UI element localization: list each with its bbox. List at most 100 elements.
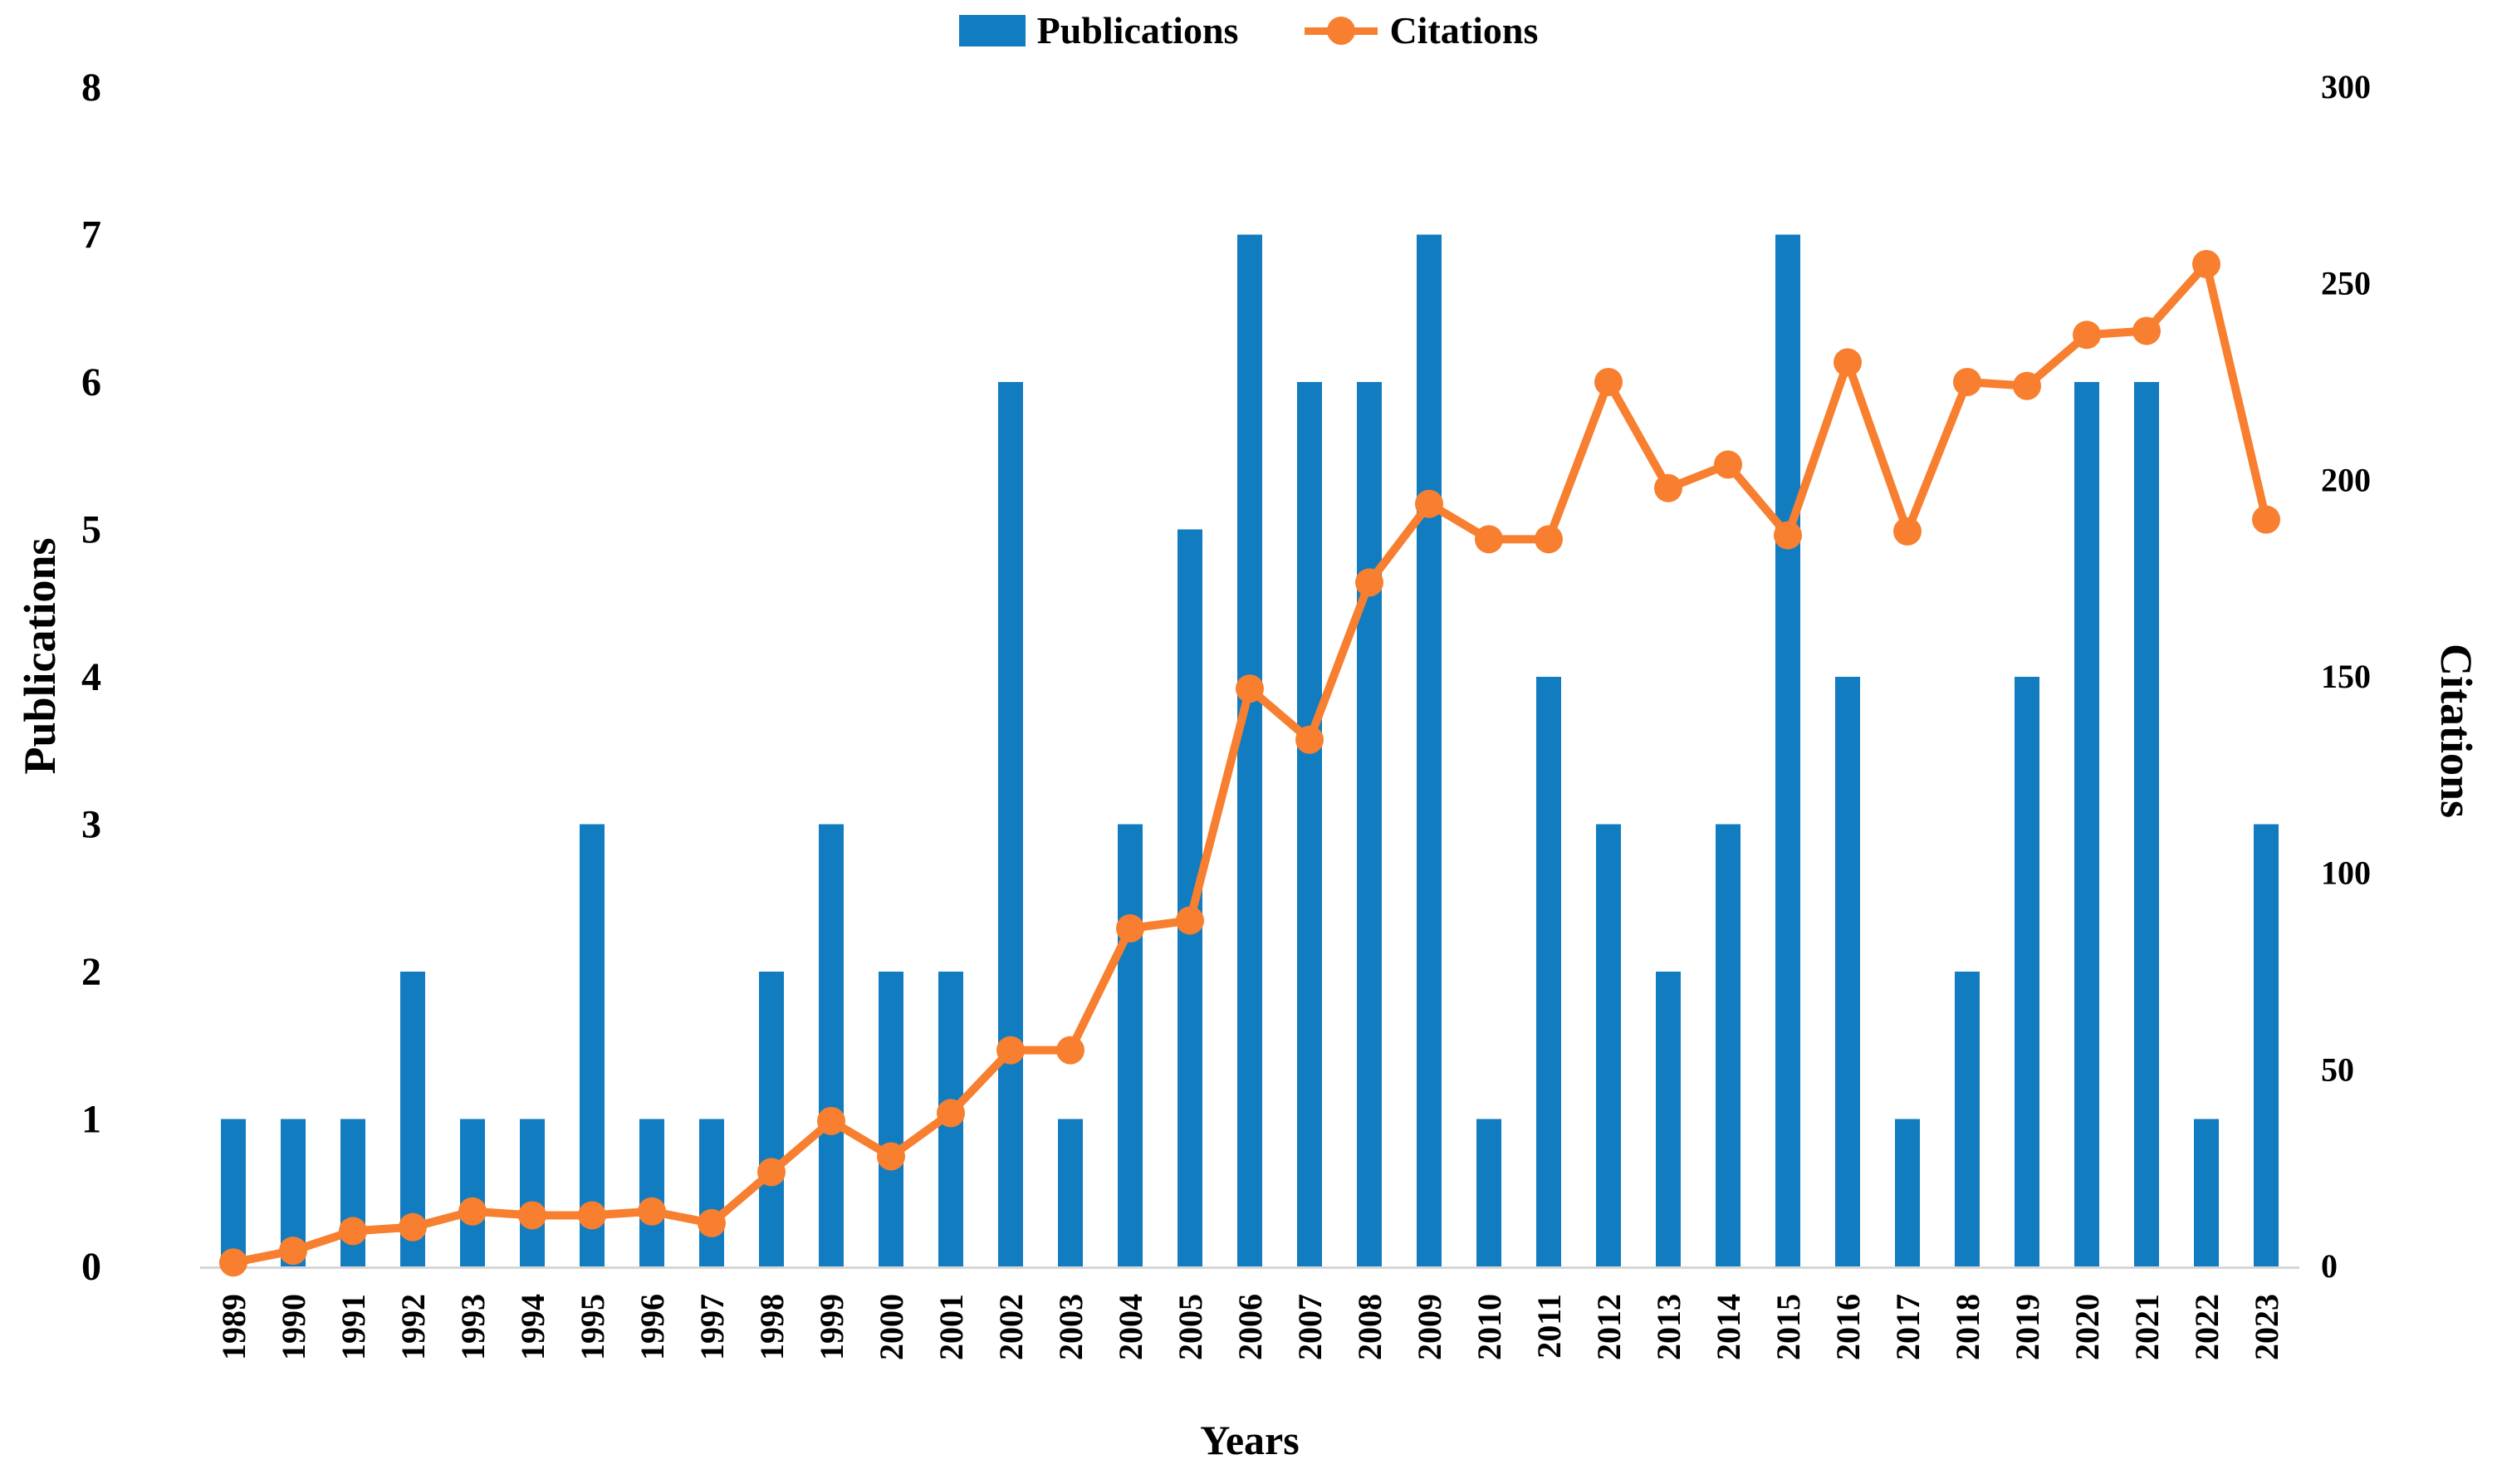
citations-point-2007 <box>1295 725 1324 754</box>
publications-bar-2012 <box>1596 824 1621 1266</box>
legend: Publications Citations <box>0 8 2497 52</box>
publications-bar-1999 <box>819 824 844 1266</box>
citations-point-2000 <box>877 1142 905 1171</box>
citations-point-2014 <box>1714 450 1742 479</box>
x-axis-tick-1993: 1993 <box>454 1294 492 1360</box>
legend-publications-label: Publications <box>1036 9 1239 51</box>
x-axis-tick-2011: 2011 <box>1530 1294 1568 1359</box>
citations-point-1989 <box>219 1248 247 1277</box>
citations-point-2009 <box>1415 489 1443 518</box>
right-axis-tick-0: 0 <box>2321 1247 2338 1285</box>
citations-point-2015 <box>1774 521 1802 550</box>
citations-point-1991 <box>339 1217 367 1246</box>
citations-point-1998 <box>757 1158 786 1187</box>
x-axis-tick-1990: 1990 <box>275 1294 312 1360</box>
publications-bar-2009 <box>1417 234 1442 1266</box>
x-axis-tick-2018: 2018 <box>1949 1294 1986 1360</box>
publications-bar-2008 <box>1357 382 1382 1266</box>
x-axis-tick-1989: 1989 <box>215 1294 252 1360</box>
citations-point-2016 <box>1834 348 1862 377</box>
x-axis-tick-1999: 1999 <box>813 1294 850 1360</box>
publications-bar-2006 <box>1237 234 1262 1266</box>
legend-item-citations: Citations <box>1305 8 1538 52</box>
citations-point-2002 <box>996 1036 1025 1065</box>
citations-point-2011 <box>1535 525 1563 554</box>
publications-bar-2017 <box>1895 1119 1920 1266</box>
left-axis-tick-4: 4 <box>81 655 101 699</box>
x-axis-tick-2023: 2023 <box>2248 1294 2285 1360</box>
x-axis-tick-2003: 2003 <box>1052 1294 1089 1360</box>
citations-point-2010 <box>1475 525 1503 554</box>
publications-bar-2013 <box>1656 972 1681 1266</box>
citations-point-2019 <box>2013 371 2041 400</box>
x-axis-tick-1991: 1991 <box>335 1294 372 1360</box>
x-axis-tick-2007: 2007 <box>1291 1294 1329 1360</box>
publications-bar-2011 <box>1536 677 1561 1266</box>
left-axis-tick-2: 2 <box>81 950 101 994</box>
left-axis-tick-3: 3 <box>81 803 101 847</box>
x-axis-tick-2010: 2010 <box>1471 1294 1508 1360</box>
publications-bar-1998 <box>759 972 784 1266</box>
citations-point-1992 <box>399 1212 427 1242</box>
citations-point-2005 <box>1176 906 1204 935</box>
citations-marker-dot-icon <box>1327 16 1356 45</box>
publications-bar-2016 <box>1835 677 1860 1266</box>
citations-point-2021 <box>2132 316 2161 345</box>
left-axis-tick-7: 7 <box>81 213 101 257</box>
citations-point-1994 <box>518 1201 546 1230</box>
citations-point-1999 <box>817 1106 845 1135</box>
citations-point-2004 <box>1116 913 1144 943</box>
x-axis-tick-2004: 2004 <box>1112 1294 1149 1360</box>
x-axis-tick-2009: 2009 <box>1411 1294 1448 1360</box>
right-axis-tick-300: 300 <box>2321 68 2371 105</box>
citations-point-1996 <box>638 1197 666 1226</box>
x-axis-tick-2017: 2017 <box>1889 1294 1927 1360</box>
right-axis-tick-100: 100 <box>2321 855 2371 892</box>
publications-bar-2003 <box>1058 1119 1083 1266</box>
publications-bar-2022 <box>2194 1119 2219 1266</box>
left-axis-tick-8: 8 <box>81 66 101 110</box>
right-axis-tick-50: 50 <box>2321 1051 2354 1088</box>
publications-bar-2010 <box>1476 1119 1501 1266</box>
publications-bar-1996 <box>639 1119 664 1266</box>
x-axis-tick-2016: 2016 <box>1829 1294 1867 1360</box>
citations-point-2020 <box>2073 321 2101 350</box>
right-axis-tick-200: 200 <box>2321 461 2371 498</box>
publications-bar-2014 <box>1716 824 1741 1266</box>
publications-bar-2020 <box>2074 382 2099 1266</box>
citations-point-2022 <box>2192 250 2220 278</box>
left-axis-tick-6: 6 <box>81 360 101 404</box>
x-axis-tick-2015: 2015 <box>1770 1294 1807 1360</box>
publications-bar-1993 <box>460 1119 485 1266</box>
x-axis-tick-2019: 2019 <box>2009 1294 2046 1360</box>
x-axis-tick-2014: 2014 <box>1710 1294 1747 1360</box>
publications-bar-1997 <box>699 1119 724 1266</box>
publications-bar-2023 <box>2254 824 2279 1266</box>
publications-bar-2000 <box>879 972 903 1266</box>
citations-point-2006 <box>1236 674 1264 703</box>
left-axis-tick-0: 0 <box>81 1245 101 1289</box>
publications-bar-2015 <box>1775 234 1800 1266</box>
x-axis-tick-1994: 1994 <box>514 1294 551 1360</box>
right-axis-title: Citations <box>2431 643 2481 819</box>
citations-point-2001 <box>937 1099 965 1128</box>
right-axis-tick-150: 150 <box>2321 658 2371 695</box>
x-axis-tick-1992: 1992 <box>394 1294 432 1360</box>
legend-citations-label: Citations <box>1389 9 1539 51</box>
publications-bar-swatch-icon <box>958 14 1026 47</box>
x-axis-tick-2012: 2012 <box>1590 1294 1628 1360</box>
publications-bar-1995 <box>580 824 605 1266</box>
x-axis-tick-2020: 2020 <box>2069 1294 2106 1360</box>
citations-point-2017 <box>1893 517 1922 546</box>
citations-line-swatch-icon <box>1305 14 1378 47</box>
right-axis-tick-250: 250 <box>2321 265 2371 302</box>
x-axis-tick-2000: 2000 <box>873 1294 910 1360</box>
x-axis-tick-2008: 2008 <box>1351 1294 1388 1360</box>
publications-bar-2019 <box>2015 677 2039 1266</box>
left-axis-tick-5: 5 <box>81 508 101 552</box>
x-axis-title: Years <box>1200 1417 1300 1463</box>
legend-item-publications: Publications <box>958 8 1239 52</box>
citations-point-2023 <box>2252 505 2280 534</box>
